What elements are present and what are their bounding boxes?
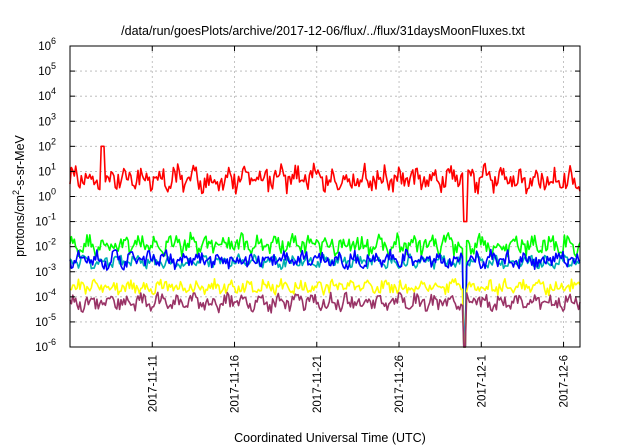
chart-title: /data/run/goesPlots/archive/2017-12-06/f… xyxy=(121,24,525,38)
y-tick-label: 10-6 xyxy=(35,337,56,354)
x-tick-label: 2017-11-26 xyxy=(394,355,406,413)
y-tick-label: 106 xyxy=(38,36,56,53)
x-tick-label: 2017-11-16 xyxy=(230,355,242,413)
y-tick-label: 104 xyxy=(38,86,56,103)
y-axis-label-rest: -s-sr-MeV xyxy=(13,134,27,190)
x-axis-label: Coordinated Universal Time (UTC) xyxy=(234,431,426,445)
y-tick-label: 10-2 xyxy=(35,237,56,254)
grid-lines xyxy=(70,46,580,347)
y-axis-label-main: protons/cm xyxy=(13,195,27,257)
y-tick-label: 101 xyxy=(38,161,56,178)
y-tick-label: 10-5 xyxy=(35,312,56,329)
x-axis: 2017-11-11 2017-11-16 2017-11-21 2017-11-26… xyxy=(147,46,571,413)
series-line xyxy=(69,277,581,348)
x-tick-label: 2017-12-1 xyxy=(476,355,488,407)
series-line xyxy=(69,291,581,348)
y-tick-label: 100 xyxy=(38,187,56,204)
series-line xyxy=(69,145,581,223)
series-lines xyxy=(69,145,581,348)
x-tick-label: 2017-11-11 xyxy=(147,355,159,412)
y-tick-label: 10-1 xyxy=(35,212,56,229)
x-tick-label: 2017-11-21 xyxy=(312,355,324,413)
series-line xyxy=(69,248,581,348)
y-axis: 10-6 10-5 10-4 10-3 10-2 10-1 100 101 102 103 104 1… xyxy=(35,36,580,354)
y-tick-label: 10-3 xyxy=(35,262,56,279)
y-tick-label: 103 xyxy=(38,111,56,128)
x-tick-label: 2017-12-6 xyxy=(559,355,571,407)
y-tick-label: 105 xyxy=(38,61,56,78)
series-line xyxy=(69,231,581,348)
y-axis-label: protons/cm2-s-sr-MeV xyxy=(11,134,27,256)
y-tick-label: 102 xyxy=(38,136,56,153)
y-tick-label: 10-4 xyxy=(35,287,56,304)
y-axis-label-sup: 2 xyxy=(11,190,21,195)
